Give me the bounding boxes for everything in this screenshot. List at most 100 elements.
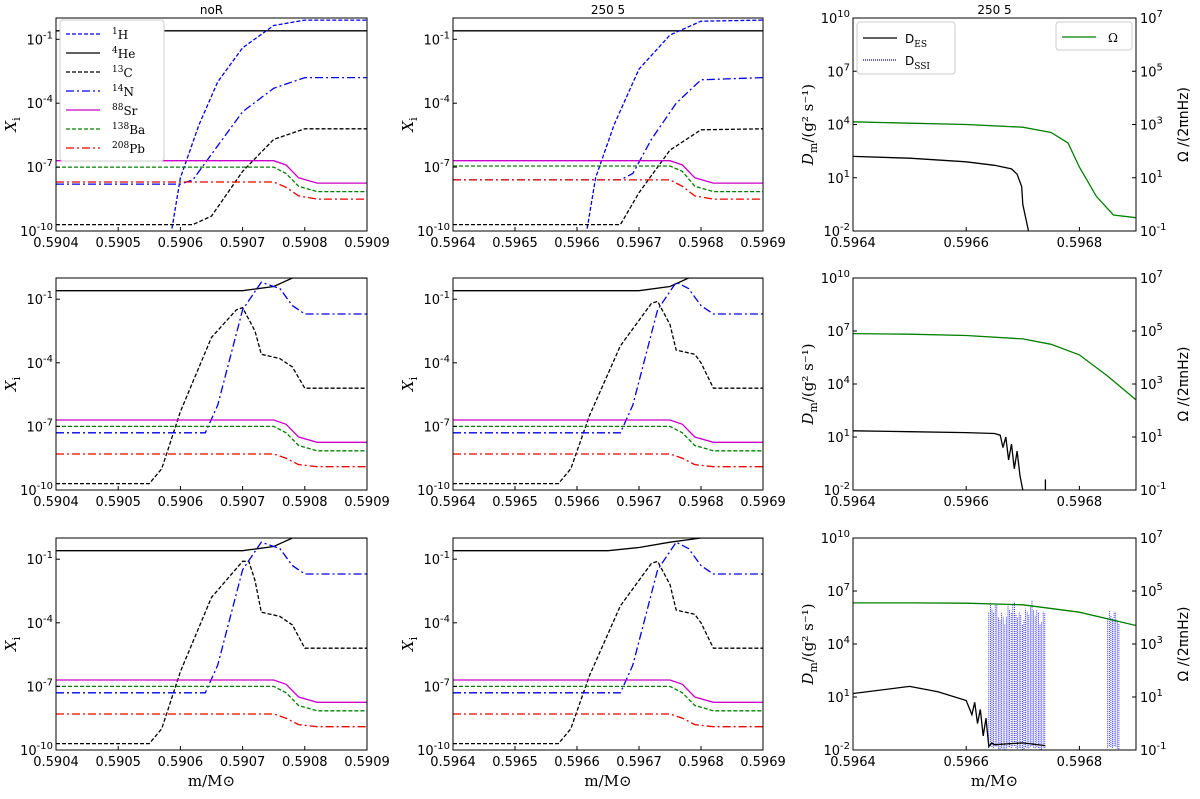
series-H	[170, 19, 367, 231]
x-tick-label: 0.5968	[678, 495, 724, 510]
panel-6: 0.5964 0.5966 0.5968 1010 107 104 101 10-2 107 10…	[799, 269, 1192, 510]
x-tick-label: 0.5906	[158, 236, 204, 251]
legend-label: 4He	[112, 46, 135, 61]
y2-tick-label: 10-1	[1140, 741, 1167, 759]
y-tick-label: 10-4	[26, 354, 53, 372]
series-Sr	[453, 419, 763, 443]
plot-area	[56, 538, 367, 745]
legend-label: Ω	[1108, 31, 1118, 45]
x-tick-label: 0.5967	[616, 755, 662, 770]
x-tick-label: 0.5966	[554, 236, 600, 251]
series-Omega	[853, 121, 1136, 219]
legend-box	[59, 19, 165, 162]
y-axis-label: Dm/(g² s⁻¹)	[799, 603, 820, 685]
panel-9: 0.5964 0.5966 0.5968 1010 107 104 101 10-2 107 10…	[799, 529, 1192, 790]
y-axis-label: Xi	[399, 117, 420, 133]
axes-frame	[852, 537, 1137, 751]
series-Ba	[453, 425, 763, 452]
series-He	[453, 538, 763, 552]
x-tick-label: 0.5909	[344, 755, 390, 770]
y-axis-label: Xi	[2, 636, 23, 652]
x-tick-label: 0.5905	[95, 236, 141, 251]
axes-frame	[452, 277, 764, 491]
y-tick-label: 104	[827, 375, 850, 393]
panel-title: 250 5	[977, 3, 1011, 17]
y2-tick-label: 107	[1140, 529, 1163, 547]
y-tick-label: 10-10	[417, 222, 450, 240]
x-axis-label: m/M⊙	[188, 772, 235, 790]
plot-area	[56, 19, 367, 231]
series-N	[56, 281, 367, 434]
series-Pb	[56, 713, 367, 728]
x-tick-label: 0.5907	[220, 495, 266, 510]
plot-area	[853, 121, 1136, 231]
x-tick-label: 0.5904	[33, 236, 79, 251]
series-N	[453, 541, 763, 694]
panel-3: 0.5964 0.5966 0.5968 1010 107 104 101 10-2 107 10…	[799, 3, 1192, 251]
x-tick-label: 0.5906	[158, 495, 204, 510]
x-tick-label: 0.5965	[492, 495, 538, 510]
x-tick-label: 0.5904	[33, 495, 79, 510]
series-Pb	[453, 713, 763, 728]
x-tick-label: 0.5968	[1057, 755, 1103, 770]
series-Ba	[56, 166, 367, 193]
y-axis-label: Dm/(g² s⁻¹)	[799, 84, 820, 166]
panel-title: noR	[200, 3, 223, 17]
axes-frame	[852, 277, 1137, 491]
legend-label: 1H	[112, 27, 128, 42]
y-tick-label: 10-1	[423, 550, 450, 568]
series-Omega	[853, 602, 1136, 627]
x-tick-label: 0.5968	[1057, 236, 1103, 251]
series-Pb	[453, 453, 763, 468]
series-Ba	[56, 425, 367, 452]
x-tick-label: 0.5909	[344, 236, 390, 251]
y-tick-label: 10-10	[417, 481, 450, 499]
legend-label: 13C	[112, 65, 133, 80]
panel-7: 0.5904 0.5905 0.5906 0.5907 0.5908 0.5909 10-1…	[2, 537, 390, 790]
y-tick-label: 10-7	[26, 417, 53, 435]
ssi-block-1	[988, 600, 1046, 750]
x-tick-label: 0.5969	[740, 236, 786, 251]
x-tick-label: 0.5908	[282, 495, 328, 510]
x-tick-label: 0.5968	[1057, 495, 1103, 510]
y-tick-label: 10-1	[26, 550, 53, 568]
y-tick-label: 10-7	[423, 417, 450, 435]
y-tick-label: 1010	[821, 269, 850, 287]
legend-left: DES DSSI	[856, 21, 956, 75]
y-tick-label: 10-2	[823, 481, 850, 499]
x-tick-label: 0.5905	[95, 495, 141, 510]
legend-label: DES	[905, 32, 927, 50]
y-tick-label: 104	[827, 116, 850, 134]
panel-title: 250 5	[591, 3, 625, 17]
series-C	[56, 306, 367, 485]
series-C	[56, 560, 367, 745]
x-tick-label: 0.5965	[492, 755, 538, 770]
y-tick-label: 101	[827, 169, 850, 187]
x-tick-label: 0.5909	[344, 495, 390, 510]
y-tick-label: 101	[827, 428, 850, 446]
x-tick-label: 0.5907	[220, 236, 266, 251]
y2-tick-label: 105	[1140, 322, 1163, 340]
axes-frame	[452, 537, 764, 751]
y2-tick-label: 107	[1140, 269, 1163, 287]
x-tick-label: 0.5966	[943, 755, 989, 770]
series-N	[56, 76, 367, 185]
x-tick-label: 0.5966	[943, 236, 989, 251]
axes-frame	[55, 277, 368, 491]
series-N	[56, 541, 367, 694]
series-Pb	[56, 453, 367, 468]
y-tick-label: 1010	[821, 529, 850, 547]
series-Ba	[453, 685, 763, 712]
legend-right: Ω	[1055, 21, 1133, 51]
y-axis-label: Dm/(g² s⁻¹)	[799, 343, 820, 425]
y-tick-label: 10-4	[423, 614, 450, 632]
series-Sr	[56, 160, 367, 184]
y-tick-label: 10-10	[417, 741, 450, 759]
y2-tick-label: 10-1	[1140, 481, 1167, 499]
series-H	[586, 19, 763, 231]
x-tick-label: 0.5966	[943, 495, 989, 510]
x-tick-label: 0.5968	[678, 755, 724, 770]
y-tick-label: 104	[827, 635, 850, 653]
x-tick-label: 0.5967	[616, 495, 662, 510]
